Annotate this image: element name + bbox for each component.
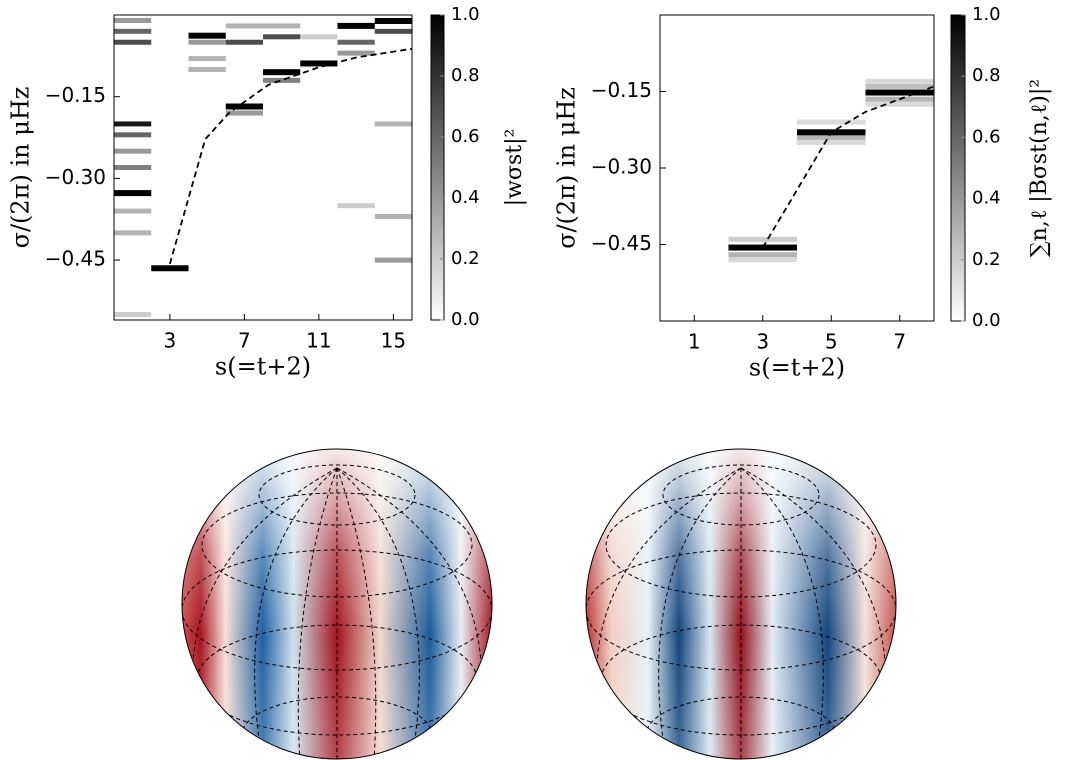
heatmap-cell	[188, 56, 226, 62]
y-tick-label: −0.30	[591, 155, 652, 179]
colorbar-tick-label: 0.4	[451, 187, 480, 208]
heatmap-cell	[225, 39, 263, 45]
trend-line	[761, 85, 935, 249]
heatmap-cell	[337, 203, 375, 209]
heatmap-cell	[188, 66, 226, 72]
colorbar-tick-label: 1.0	[972, 4, 1001, 25]
heatmap-cell	[865, 78, 934, 84]
heatmap-cell	[114, 121, 152, 127]
colorbar-tick-label: 0.0	[972, 310, 1001, 331]
y-tick-label: −0.45	[591, 231, 652, 255]
y-tick-label: −0.15	[45, 83, 106, 107]
colorbar-tick-label: 0.8	[972, 65, 1001, 86]
heatmap-cell	[865, 89, 934, 96]
heatmap-cell	[114, 28, 152, 34]
heatmap-cell	[300, 34, 338, 40]
x-tick-label: 7	[893, 330, 906, 354]
heatmap-cell	[114, 165, 152, 170]
x-axis-label: s(=t+2)	[749, 354, 845, 382]
heatmap-cell	[797, 140, 866, 145]
heatmap-cell	[374, 257, 412, 263]
heatmap-cell	[374, 17, 412, 24]
heatmap-cell	[188, 32, 226, 39]
heatmap-cell	[188, 39, 226, 45]
colorbar-tick-label: 0.2	[451, 248, 480, 269]
colorbar-tick-label: 0.6	[451, 126, 480, 147]
x-axis-label: s(=t+2)	[215, 353, 311, 381]
heatmap-cell	[263, 34, 301, 40]
heatmap-cell	[865, 83, 934, 89]
trend-line	[169, 47, 413, 265]
colorbar	[950, 14, 966, 322]
heatmap-cell	[114, 39, 152, 45]
heatmap-cell	[225, 103, 263, 110]
heatmap-cell	[114, 190, 152, 197]
colorbar-label: ∑n,ℓ |Bσst(n,ℓ)|²	[1027, 79, 1052, 257]
heatmap-cell	[337, 39, 375, 45]
heatmap-cell	[263, 77, 301, 83]
colorbar-tick-label: 0.0	[451, 309, 480, 330]
sphere-right	[586, 449, 896, 759]
colorbar-tick-label: 0.6	[972, 126, 1001, 147]
heatmap-cell	[337, 22, 375, 29]
y-axis-label: σ/(2π) in μHz	[7, 87, 35, 249]
heatmap-cell	[225, 110, 263, 116]
heatmap-cell	[225, 23, 263, 29]
colorbar	[430, 14, 445, 321]
sphere-outline	[181, 448, 493, 760]
colorbar-tick-label: 0.4	[972, 188, 1001, 209]
heatmap-cell	[114, 208, 152, 214]
plot-frame	[659, 14, 935, 322]
heatmap-cell	[865, 101, 934, 107]
sphere-outline	[585, 448, 897, 760]
heatmap-cell	[114, 132, 152, 138]
colorbar-tick-label: 0.2	[972, 249, 1001, 270]
heatmap-cell	[728, 236, 797, 242]
heatmap-cell	[263, 69, 301, 76]
heatmap-cell	[300, 60, 338, 67]
sphere-left	[182, 449, 492, 759]
heatmap-cell	[114, 230, 152, 236]
y-tick-label: −0.15	[591, 78, 652, 102]
heatmap-cell	[797, 134, 866, 140]
x-tick-label: 5	[825, 330, 838, 354]
heatmap-cell	[374, 28, 412, 34]
colorbar-tick-label: 0.8	[451, 65, 480, 86]
heatmap-cell	[151, 265, 189, 272]
x-tick-label: 1	[688, 330, 701, 354]
heatmap-cell	[728, 257, 797, 263]
x-tick-label: 3	[756, 330, 769, 354]
heatmap-cell	[114, 312, 152, 318]
heatmap-cell	[374, 214, 412, 220]
x-tick-label: 11	[306, 329, 331, 353]
heatmap-cell	[337, 50, 375, 56]
x-tick-label: 3	[164, 329, 177, 353]
heatmap-cell	[263, 23, 301, 29]
colorbar-tick-label: 1.0	[451, 4, 480, 25]
colorbar-label: |wσst|²	[502, 129, 527, 207]
x-tick-label: 7	[238, 329, 251, 353]
heatmap-cell	[114, 17, 152, 23]
x-tick-label: 15	[381, 329, 406, 353]
y-axis-label: σ/(2π) in μHz	[553, 87, 581, 249]
heatmap-cell	[374, 121, 412, 127]
heatmap-cell	[797, 119, 866, 125]
heatmap-cell	[728, 252, 797, 258]
y-tick-label: −0.45	[45, 247, 106, 271]
plot-frame	[113, 14, 413, 321]
heatmap-cell	[114, 148, 152, 154]
y-tick-label: −0.30	[45, 165, 106, 189]
